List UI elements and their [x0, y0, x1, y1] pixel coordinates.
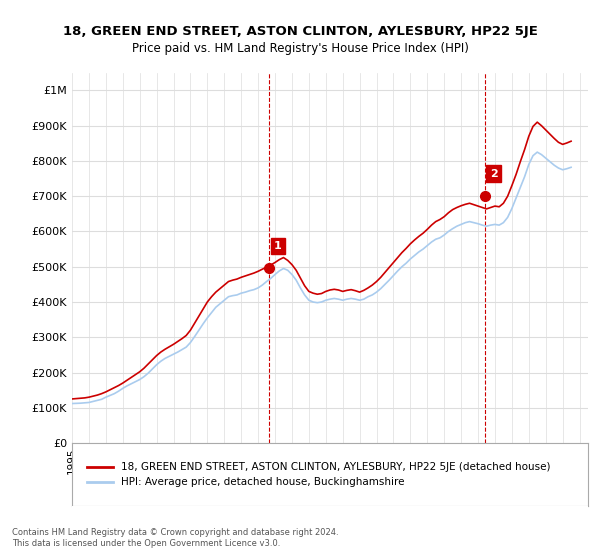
Text: Price paid vs. HM Land Registry's House Price Index (HPI): Price paid vs. HM Land Registry's House … — [131, 42, 469, 55]
Text: 18, GREEN END STREET, ASTON CLINTON, AYLESBURY, HP22 5JE: 18, GREEN END STREET, ASTON CLINTON, AYL… — [62, 25, 538, 38]
Text: 2: 2 — [490, 169, 497, 179]
Legend: 18, GREEN END STREET, ASTON CLINTON, AYLESBURY, HP22 5JE (detached house), HPI: : 18, GREEN END STREET, ASTON CLINTON, AYL… — [82, 458, 554, 492]
Text: 1: 1 — [274, 241, 282, 251]
Text: Contains HM Land Registry data © Crown copyright and database right 2024.
This d: Contains HM Land Registry data © Crown c… — [12, 528, 338, 548]
